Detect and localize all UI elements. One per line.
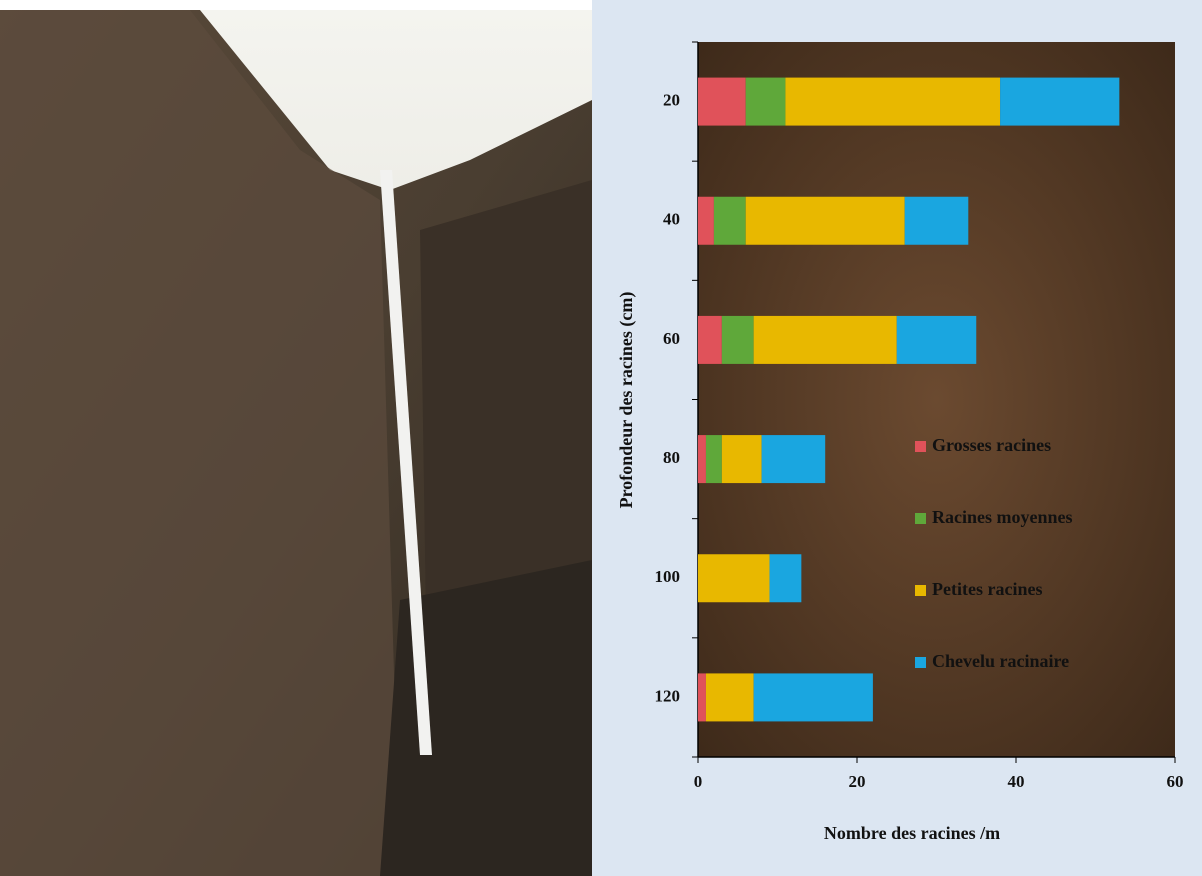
bar-segment bbox=[721, 435, 762, 484]
bar-segment bbox=[698, 77, 746, 126]
legend-label: Racines moyennes bbox=[932, 507, 1073, 527]
y-tick-label: 60 bbox=[663, 329, 680, 348]
bar-segment bbox=[753, 315, 897, 364]
legend-label: Chevelu racinaire bbox=[932, 651, 1069, 671]
legend-label: Grosses racines bbox=[932, 435, 1051, 455]
bar-segment bbox=[904, 196, 969, 245]
bar-segment bbox=[721, 315, 754, 364]
y-tick-label: 120 bbox=[655, 686, 681, 705]
x-tick-label: 60 bbox=[1167, 772, 1184, 791]
plot-area bbox=[698, 42, 1175, 757]
x-axis-title: Nombre des racines /m bbox=[824, 823, 1000, 843]
x-tick-label: 0 bbox=[694, 772, 703, 791]
legend-swatch bbox=[915, 441, 926, 452]
bar-segment bbox=[1000, 77, 1120, 126]
legend-label: Petites racines bbox=[932, 579, 1042, 599]
bar-segment bbox=[698, 315, 722, 364]
bar-segment bbox=[745, 196, 905, 245]
bar-segment bbox=[705, 673, 754, 722]
x-tick-label: 20 bbox=[849, 772, 866, 791]
y-tick-label: 100 bbox=[655, 567, 681, 586]
x-tick-label: 40 bbox=[1008, 772, 1025, 791]
legend-swatch bbox=[915, 513, 926, 524]
bar-segment bbox=[896, 315, 977, 364]
bar-segment bbox=[698, 196, 714, 245]
bar-segment bbox=[698, 673, 706, 722]
bar-segment bbox=[769, 554, 802, 603]
legend-swatch bbox=[915, 585, 926, 596]
bar-segment bbox=[761, 435, 826, 484]
bar-segment bbox=[785, 77, 1001, 126]
y-tick-label: 80 bbox=[663, 448, 680, 467]
bar-segment bbox=[698, 554, 770, 603]
legend-swatch bbox=[915, 657, 926, 668]
bar-segment bbox=[713, 196, 746, 245]
y-tick-label: 20 bbox=[663, 90, 680, 109]
y-axis-title: Profondeur des racines (cm) bbox=[616, 292, 637, 509]
bar-segment bbox=[698, 435, 706, 484]
bar-segment bbox=[745, 77, 786, 126]
soil-photo bbox=[0, 10, 592, 876]
bar-segment bbox=[753, 673, 873, 722]
y-tick-label: 40 bbox=[663, 210, 680, 229]
bar-segment bbox=[705, 435, 722, 484]
